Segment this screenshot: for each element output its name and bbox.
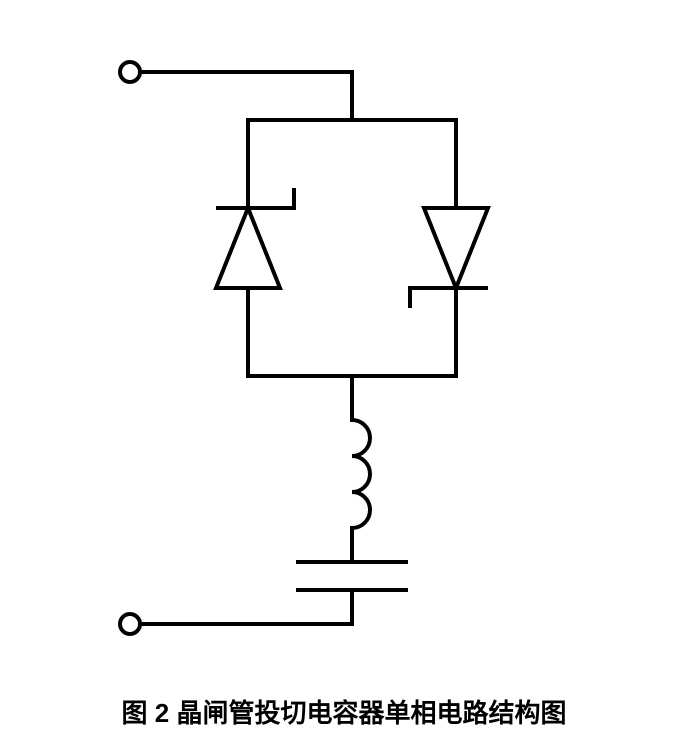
circuit-diagram xyxy=(0,0,688,690)
figure-caption: 图 2 晶闸管投切电容器单相电路结构图 xyxy=(0,693,688,730)
thyristor-left xyxy=(216,188,294,288)
terminal-top xyxy=(120,62,140,82)
terminal-bottom xyxy=(120,614,140,634)
thyristor-right xyxy=(410,208,488,308)
inductor xyxy=(352,420,370,528)
